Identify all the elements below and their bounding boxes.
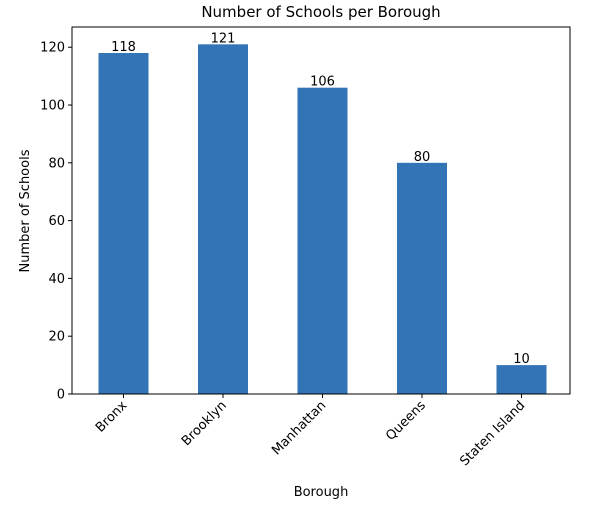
bar-manhattan [298,88,348,394]
data-label: 10 [513,352,530,367]
x-tick-label: Staten Island [457,398,528,469]
data-label: 80 [414,150,431,165]
bar-bronx [99,53,149,394]
x-tick-label: Manhattan [269,398,329,458]
y-tick-label: 100 [40,99,65,114]
bar-staten-island [497,365,547,394]
y-tick-label: 80 [48,156,65,171]
y-tick-label: 20 [48,330,65,345]
bar-brooklyn [198,44,248,394]
x-tick-label: Brooklyn [179,398,230,449]
bar-queens [397,163,447,394]
x-axis: Bronx Brooklyn Manhattan Queens Staten Islan… [93,394,528,469]
x-tick-label: Bronx [93,398,131,436]
y-axis-label: Number of Schools [18,149,33,272]
x-axis-label: Borough [294,485,349,500]
y-tick-label: 40 [48,272,65,287]
data-label: 121 [211,31,236,46]
x-tick-label: Queens [383,398,429,444]
bars-group [99,44,547,394]
y-tick-label: 120 [40,41,65,56]
data-label: 118 [111,40,136,55]
chart-title: Number of Schools per Borough [201,3,440,21]
y-tick-label: 0 [57,388,65,403]
y-tick-label: 60 [48,214,65,229]
y-axis: 0 20 40 60 80 100 120 [40,41,72,403]
data-label: 106 [310,75,335,90]
